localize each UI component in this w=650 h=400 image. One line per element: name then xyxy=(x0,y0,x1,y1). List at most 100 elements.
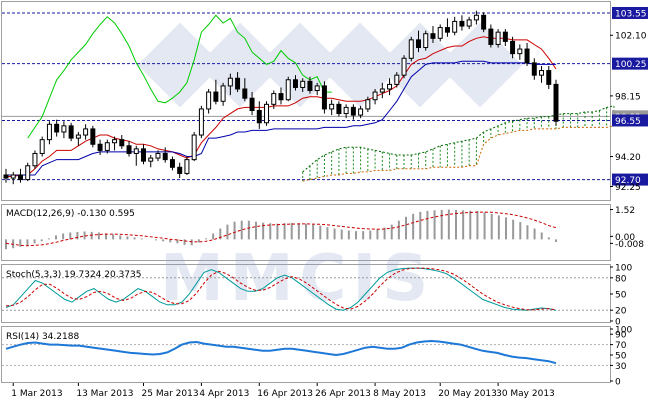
candle-body-up xyxy=(25,165,31,181)
stoch-y-tick-0: 100 xyxy=(615,264,632,274)
candle-36 xyxy=(264,101,270,126)
candle-body-up xyxy=(495,31,501,45)
rsi-y-tick-4: 30 xyxy=(615,362,627,372)
candle-56 xyxy=(408,36,414,62)
candle-body-up xyxy=(372,91,378,101)
candle-body-down xyxy=(531,62,537,76)
candle-45 xyxy=(329,99,335,116)
candle-71 xyxy=(517,44,523,60)
candle-67 xyxy=(488,24,494,48)
candle-57 xyxy=(416,30,421,53)
stoch-d-line xyxy=(5,267,557,311)
x-tick-label-3: 4 Apr 2013 xyxy=(199,389,249,399)
candle-body-up xyxy=(423,33,429,49)
macd-panel-frame xyxy=(1,204,611,261)
price-y-tick-0: 103.55 xyxy=(615,9,647,19)
candle-49 xyxy=(358,105,364,119)
candle-73 xyxy=(531,58,537,80)
candle-body-up xyxy=(104,142,110,151)
candle-75 xyxy=(546,65,552,89)
candle-body-down xyxy=(242,88,248,99)
candle-46 xyxy=(336,101,342,117)
candle-26 xyxy=(191,131,197,162)
x-tick-label-7: 20 May 2013 xyxy=(438,389,497,399)
price-y-tick-2-box xyxy=(612,57,648,70)
candle-body-down xyxy=(3,174,9,179)
candle-body-down xyxy=(350,106,356,116)
price-y-tick-7: 92.70 xyxy=(615,176,641,186)
candle-body-up xyxy=(10,174,16,179)
candle-61 xyxy=(444,18,450,37)
candle-body-up xyxy=(300,80,306,88)
candle-13 xyxy=(97,139,103,156)
candle-12 xyxy=(90,125,96,148)
candle-body-down xyxy=(169,159,175,168)
price-y-tick-5-box xyxy=(612,114,648,127)
candle-63 xyxy=(459,15,465,31)
price-y-tick-5: 96.55 xyxy=(615,117,641,127)
rsi-y-tick-0: 100 xyxy=(615,326,632,336)
rsi-y-tick-3: 50 xyxy=(615,352,627,362)
candle-body-down xyxy=(97,143,103,151)
candle-74 xyxy=(539,65,545,83)
candle-body-down xyxy=(336,103,342,115)
rsi-panel-title: RSI(14) 34.2188 xyxy=(6,332,79,342)
candle-11 xyxy=(83,124,89,140)
candle-34 xyxy=(249,92,255,116)
candle-72 xyxy=(524,42,530,66)
x-tick-label-0: 1 Mar 2013 xyxy=(11,389,62,399)
price-panel-frame xyxy=(1,1,611,201)
candle-31 xyxy=(227,73,233,96)
candle-27 xyxy=(198,105,204,139)
price-y-tick-3: 98.15 xyxy=(615,92,641,102)
candle-39 xyxy=(285,76,291,102)
candle-3 xyxy=(25,162,31,182)
candle-43 xyxy=(314,82,320,96)
rsi-panel-frame xyxy=(1,326,611,383)
rsi-line xyxy=(5,339,557,365)
candle-38 xyxy=(278,87,284,105)
candle-body-down xyxy=(430,33,436,39)
candle-body-down xyxy=(126,145,132,154)
candle-body-up xyxy=(206,91,212,110)
price-y-tick-7-box xyxy=(612,173,648,186)
candle-8 xyxy=(61,121,67,139)
candle-50 xyxy=(365,96,371,113)
candle-body-up xyxy=(198,108,204,136)
candle-body-up xyxy=(379,88,385,93)
price-y-tick-2: 100.25 xyxy=(615,60,647,70)
candle-55 xyxy=(401,55,407,79)
candle-body-up xyxy=(191,134,197,161)
macd-panel-title: MACD(12,26,9) -0.130 0.595 xyxy=(6,209,135,219)
candle-6 xyxy=(46,121,52,145)
candle-37 xyxy=(271,90,277,109)
candle-body-up xyxy=(46,123,52,141)
candle-65 xyxy=(473,10,479,25)
price-y-tick-8: 92.25 xyxy=(615,183,641,193)
candle-60 xyxy=(437,24,443,42)
senkou-span-a-line xyxy=(302,105,615,173)
tenkan-sen-line xyxy=(6,36,557,177)
candle-62 xyxy=(452,16,458,36)
candle-52 xyxy=(379,82,385,99)
candle-32 xyxy=(235,72,241,93)
candle-body-down xyxy=(235,77,241,90)
candle-body-up xyxy=(452,20,458,33)
candle-body-up xyxy=(155,152,161,159)
candle-24 xyxy=(177,162,183,179)
candle-44 xyxy=(321,81,327,114)
candle-body-up xyxy=(466,19,472,27)
candle-body-down xyxy=(524,48,530,64)
candle-2 xyxy=(17,168,23,183)
candle-76 xyxy=(553,79,559,126)
candle-body-down xyxy=(141,148,146,162)
candle-body-down xyxy=(481,14,487,30)
candle-body-up xyxy=(39,139,45,154)
rsi-y-tick-5: 0 xyxy=(615,378,621,388)
x-tick-label-5: 26 Apr 2013 xyxy=(315,389,371,399)
candle-10 xyxy=(75,131,81,146)
candle-35 xyxy=(256,101,262,129)
macd-y-tick-2: -0.008 xyxy=(615,240,644,250)
candle-body-down xyxy=(68,125,74,139)
candle-1 xyxy=(10,171,16,185)
